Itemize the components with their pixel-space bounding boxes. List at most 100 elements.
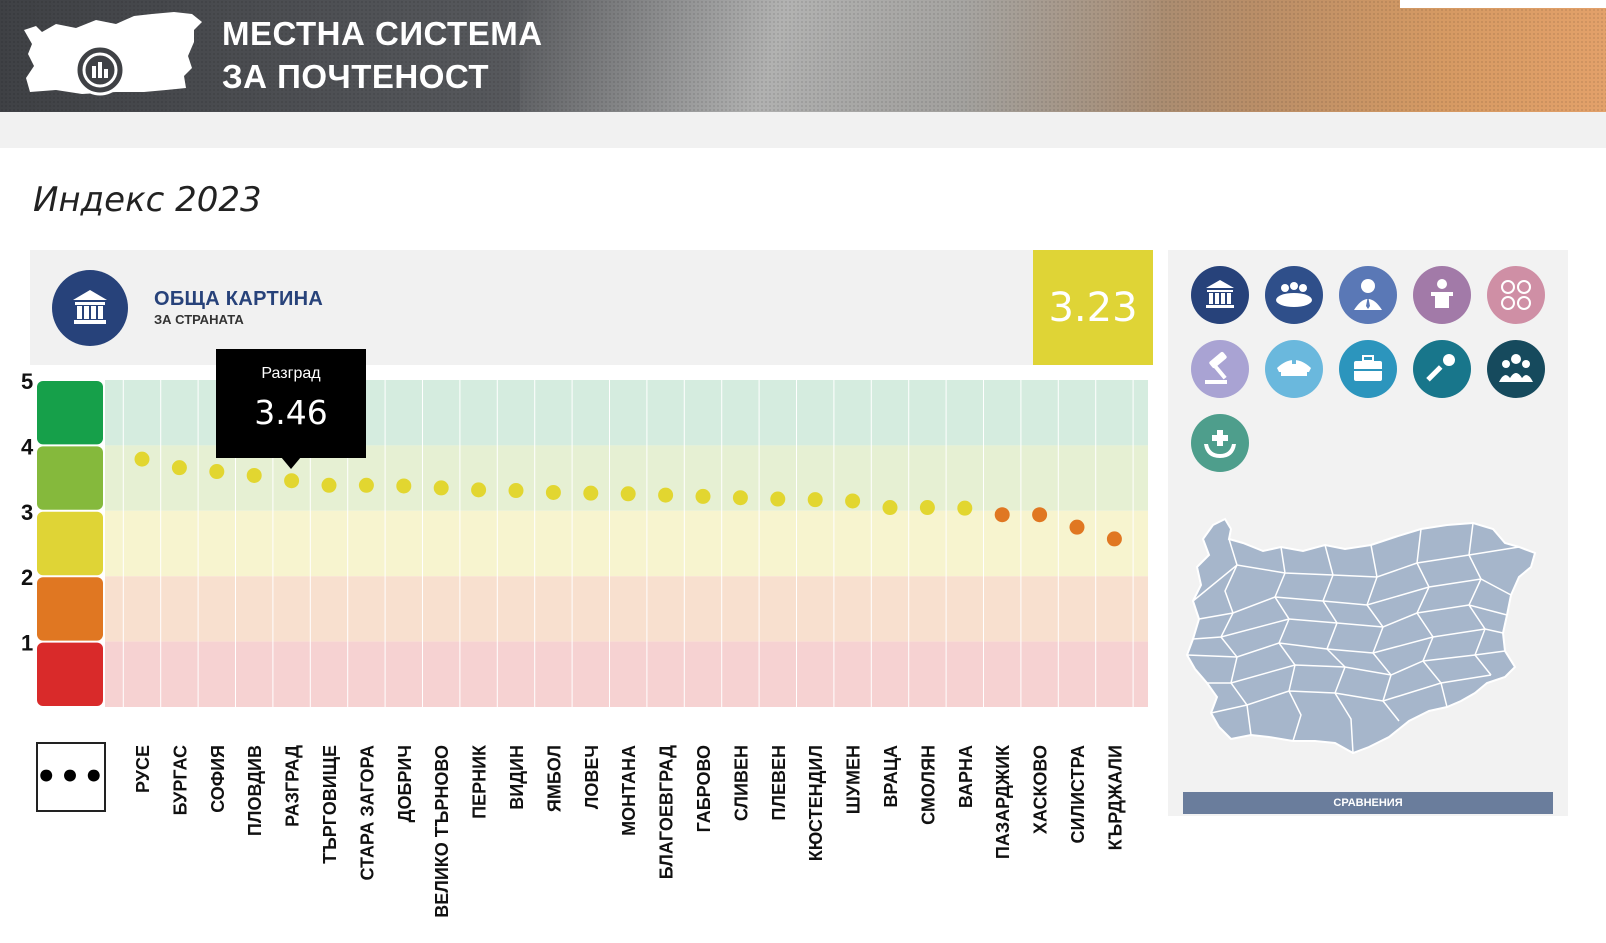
band-background-4 [105, 576, 1148, 642]
group-circles-icon[interactable] [1487, 266, 1545, 324]
data-point-2 [171, 460, 187, 476]
overview-subtitle: ЗА СТРАНАТА [154, 312, 244, 327]
category-label-17: СЛИВЕН [731, 745, 751, 821]
microphone-icon[interactable] [1413, 340, 1471, 398]
more-options-button[interactable]: ••• [35, 742, 106, 812]
category-label-10: ПЕРНИК [470, 744, 490, 819]
band-legend-2 [37, 446, 103, 510]
police-cap-icon[interactable] [1265, 340, 1323, 398]
category-label-21: ВРАЦА [881, 745, 901, 808]
category-label-3: СОФИЯ [208, 745, 228, 813]
data-point-1 [134, 451, 150, 467]
category-label-2: БУРГАС [170, 745, 190, 815]
data-point-23 [957, 500, 973, 516]
gavel-icon[interactable] [1191, 340, 1249, 398]
bulgaria-map-icon[interactable] [1185, 515, 1549, 760]
bulgaria-logo-icon[interactable] [16, 8, 206, 96]
y-tick-label: 3 [21, 500, 33, 525]
council-meeting-icon[interactable] [1265, 266, 1323, 324]
data-point-11 [508, 483, 524, 499]
data-point-26 [1069, 519, 1085, 535]
category-label-23: ВАРНА [956, 745, 976, 808]
data-point-16 [695, 488, 711, 504]
data-point-8 [396, 478, 412, 494]
category-label-24: ПАЗАРДЖИК [993, 744, 1013, 859]
category-label-27: КЪРДЖАЛИ [1105, 745, 1125, 850]
overview-title: ОБЩА КАРТИНА [154, 288, 324, 310]
y-tick-label: 1 [21, 631, 33, 656]
data-point-25 [1032, 507, 1048, 523]
category-label-19: КЮСТЕНДИЛ [806, 745, 826, 861]
data-point-18 [770, 491, 786, 507]
data-point-3 [209, 464, 225, 480]
site-title-line1: МЕСТНА СИСТЕМА [222, 15, 543, 52]
data-point-4 [246, 467, 262, 483]
health-care-icon[interactable] [1191, 414, 1249, 472]
data-point-10 [471, 482, 487, 498]
data-point-27 [1106, 531, 1122, 547]
y-tick-label: 2 [21, 565, 33, 590]
site-header: МЕСТНА СИСТЕМА ЗА ПОЧТЕНОСТ [0, 0, 1606, 112]
data-point-24 [994, 507, 1010, 523]
speaker-podium-icon[interactable] [1413, 266, 1471, 324]
header-road-background [520, 0, 1160, 112]
overall-score-badge: 3.23 [1033, 250, 1153, 365]
category-label-26: СИЛИСТРА [1068, 745, 1088, 843]
site-title[interactable]: МЕСТНА СИСТЕМА ЗА ПОЧТЕНОСТ [222, 12, 543, 98]
band-legend-1 [37, 381, 103, 445]
category-label-13: ЛОВЕЧ [582, 745, 602, 809]
index-chart: 5 4 3 2 1 РУСЕ БУРГАС СОФИЯ ПЛОВДИВ РАЗГРАД ТЪРГОВ… [0, 365, 1160, 943]
category-label-5: РАЗГРАД [283, 745, 303, 827]
data-point-13 [583, 485, 599, 501]
data-point-9 [433, 480, 449, 496]
band-legend-5 [37, 642, 103, 706]
page-title: Индекс 2023 [33, 180, 262, 220]
data-point-19 [807, 492, 823, 508]
category-label-9: ВЕЛИКО ТЪРНОВО [432, 745, 452, 918]
sub-navigation-bar [0, 112, 1606, 148]
y-tick-label: 4 [21, 434, 34, 459]
category-label-7: СТАРА ЗАГОРА [357, 745, 377, 881]
category-label-12: ЯМБОЛ [544, 745, 564, 812]
header-tab [1400, 0, 1606, 8]
category-label-16: ГАБРОВО [694, 745, 714, 832]
category-label-6: ТЪРГОВИЩЕ [320, 745, 340, 864]
tooltip-value: 3.46 [254, 393, 328, 432]
site-title-line2: ЗА ПОЧТЕНОСТ [222, 58, 490, 95]
chart-tooltip: Разград 3.46 [216, 349, 366, 469]
compare-button[interactable]: СРАВНЕНИЯ [1183, 792, 1553, 814]
briefcase-icon[interactable] [1339, 340, 1397, 398]
data-point-15 [658, 487, 674, 503]
category-label-22: СМОЛЯН [918, 745, 938, 825]
category-label-11: ВИДИН [507, 745, 527, 810]
header-texture [0, 0, 1606, 112]
category-label-20: ШУМЕН [844, 745, 864, 814]
band-background-5 [105, 641, 1148, 707]
data-point-5 [284, 473, 300, 489]
y-tick-label: 5 [21, 369, 33, 394]
band-legend-3 [37, 511, 103, 576]
tooltip-arrow [281, 457, 301, 469]
institution-icon[interactable] [1191, 266, 1249, 324]
category-label-8: ДОБРИЧ [395, 745, 415, 822]
category-label-1: РУСЕ [133, 745, 153, 793]
band-background-3 [105, 510, 1148, 577]
mayor-person-icon[interactable] [1339, 266, 1397, 324]
category-label-15: БЛАГОЕВГРАД [657, 745, 677, 879]
category-label-14: МОНТАНА [619, 745, 639, 836]
tooltip-name: Разград [261, 365, 321, 382]
data-point-12 [545, 484, 561, 500]
institution-icon [52, 270, 128, 346]
data-point-20 [845, 493, 861, 509]
data-point-21 [882, 500, 898, 516]
index-chart-svg: 5 4 3 2 1 РУСЕ БУРГАС СОФИЯ ПЛОВДИВ РАЗГРАД ТЪРГОВ… [21, 369, 1148, 918]
data-point-22 [919, 500, 935, 516]
category-label-18: ПЛЕВЕН [769, 745, 789, 821]
community-group-icon[interactable] [1487, 340, 1545, 398]
data-point-7 [358, 477, 374, 493]
overview-header [30, 250, 1033, 365]
data-point-14 [620, 486, 636, 502]
category-label-25: ХАСКОВО [1031, 745, 1051, 834]
category-label-4: ПЛОВДИВ [245, 745, 265, 836]
data-point-17 [732, 490, 748, 506]
